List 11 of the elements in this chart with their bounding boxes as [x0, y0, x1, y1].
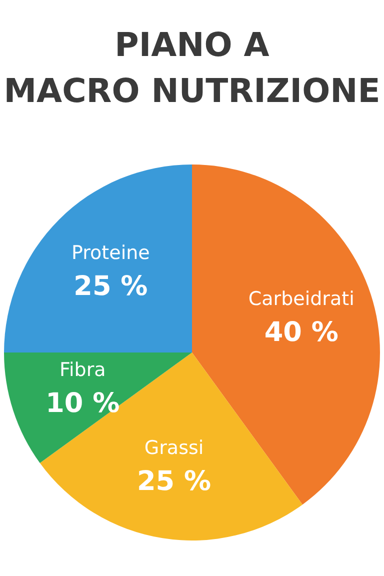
- slice-label: Proteine: [72, 242, 150, 264]
- data-label: 40 %: [264, 316, 338, 348]
- slice-label: Grassi: [144, 437, 204, 460]
- slice-label: Carbeidrati: [248, 288, 354, 310]
- slice-label: Fibra: [59, 359, 106, 382]
- data-label: 25 %: [74, 271, 148, 302]
- chart-title: PIANO A MACRO NUTRIZIONE: [4, 25, 380, 110]
- data-label: 10 %: [46, 388, 120, 420]
- data-label: 25 %: [136, 466, 212, 498]
- pie-slice: [40, 352, 303, 540]
- pie-slice: [4, 164, 192, 352]
